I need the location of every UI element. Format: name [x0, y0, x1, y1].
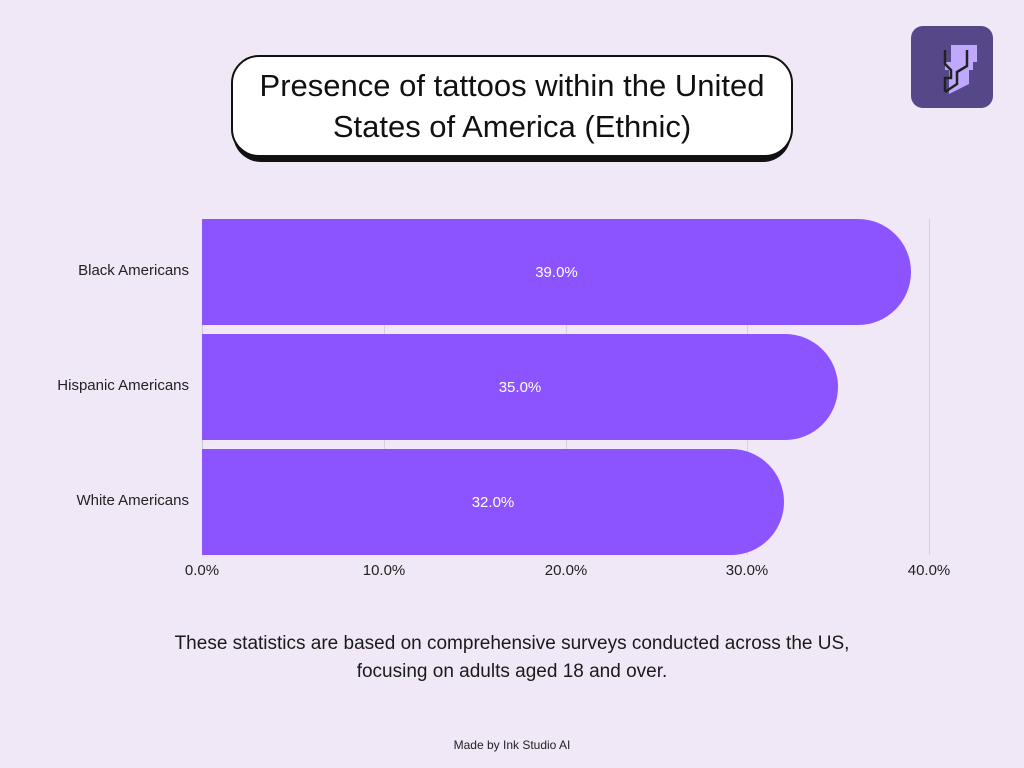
category-label: Hispanic Americans — [57, 377, 189, 394]
caption-line-1: These statistics are based on comprehens… — [174, 633, 850, 654]
caption-line-2: focusing on adults aged 18 and over. — [356, 661, 668, 682]
category-label: White Americans — [76, 492, 189, 509]
title-line-1: Presence of tattoos within the United — [259, 68, 765, 103]
bar-value-label: 39.0% — [535, 263, 578, 281]
chart-title: Presence of tattoos within the United St… — [260, 65, 765, 147]
bar-hispanic-americans: 35.0% — [202, 334, 838, 440]
bar-value-label: 32.0% — [471, 493, 515, 511]
bar-value-label: 35.0% — [498, 378, 542, 396]
bar-black-americans: 39.0% — [202, 219, 911, 325]
gridline-40 — [929, 219, 930, 555]
x-tick-label: 20.0% — [544, 562, 588, 579]
chart-caption: These statistics are based on comprehens… — [0, 630, 1024, 686]
logo — [911, 26, 993, 108]
chart-title-card: Presence of tattoos within the United St… — [231, 55, 793, 163]
title-line-2: States of America (Ethnic) — [332, 109, 692, 144]
bar-chart: 39.0% 35.0% 32.0% Black Americans Hispan… — [57, 219, 951, 579]
tattoo-machine-icon — [943, 45, 977, 94]
title-box: Presence of tattoos within the United St… — [231, 55, 793, 157]
x-tick-label: 40.0% — [907, 562, 951, 579]
x-tick-label: 0.0% — [184, 562, 220, 579]
x-tick-label: 10.0% — [362, 562, 406, 579]
category-label: Black Americans — [78, 262, 189, 279]
x-tick-label: 30.0% — [725, 562, 769, 579]
bar-white-americans: 32.0% — [202, 449, 784, 555]
footer-credit: Made by Ink Studio AI — [453, 738, 571, 752]
